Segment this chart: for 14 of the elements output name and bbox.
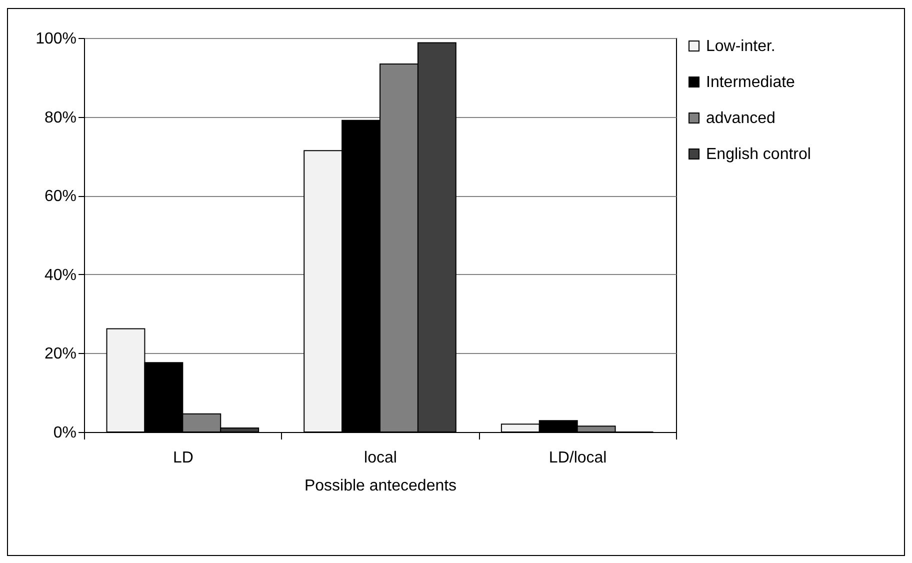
legend-label: English control: [706, 146, 811, 163]
x-tick-label: local: [364, 450, 397, 466]
legend-label: advanced: [706, 110, 776, 127]
y-tick-label: 100%: [36, 30, 76, 48]
y-tick-label: 80%: [44, 109, 76, 126]
legend-label: Low-inter.: [706, 38, 776, 55]
y-tick-label: 60%: [44, 188, 76, 206]
y-tick-label: 20%: [44, 346, 76, 363]
y-tick-label: 0%: [53, 424, 76, 442]
x-tick-label: LD/local: [548, 450, 607, 466]
legend-label: Intermediate: [706, 74, 796, 91]
x-axis-title: Possible antecedents: [304, 478, 457, 494]
y-tick-label: 40%: [44, 266, 76, 284]
x-tick-label: LD: [172, 450, 194, 466]
